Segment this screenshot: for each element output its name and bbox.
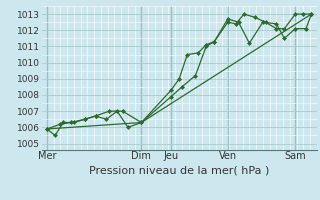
- X-axis label: Pression niveau de la mer( hPa ): Pression niveau de la mer( hPa ): [89, 166, 269, 176]
